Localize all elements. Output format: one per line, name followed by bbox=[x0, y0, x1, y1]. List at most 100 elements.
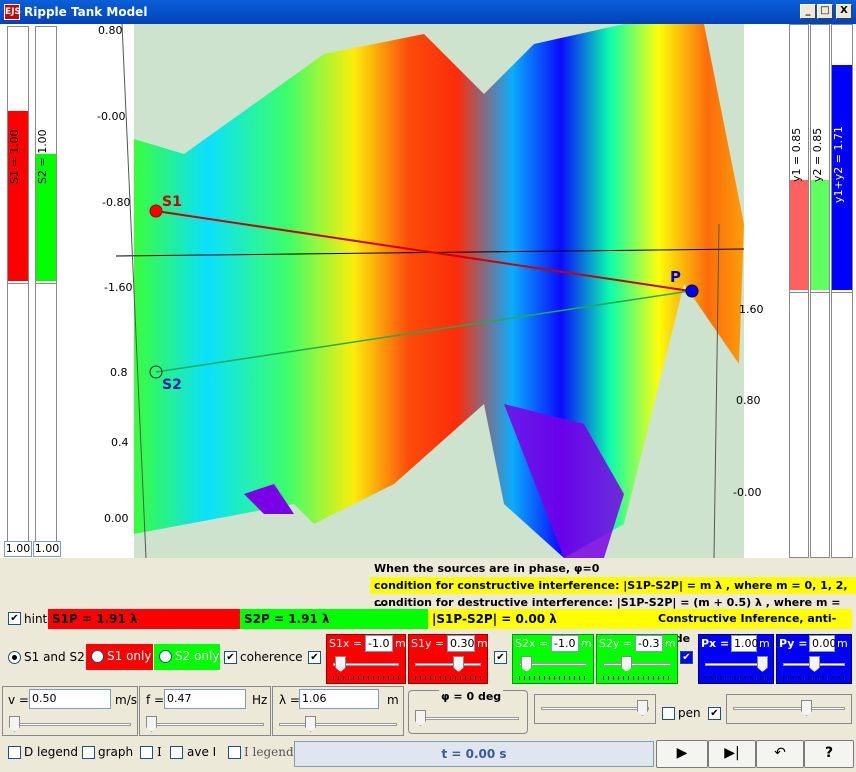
p-enable-checkbox[interactable]: ✔ bbox=[680, 651, 693, 664]
axis-tick: 0.80 bbox=[736, 394, 761, 407]
pen-checkbox[interactable] bbox=[662, 707, 675, 720]
s2y-slider[interactable] bbox=[599, 655, 675, 681]
lambda-control: λ = 1.06 m bbox=[272, 686, 404, 736]
s1y-unit: m bbox=[477, 637, 488, 650]
y2-bar-label: y2 = 0.85 bbox=[811, 127, 824, 183]
s1-marker-label: S1 bbox=[162, 194, 182, 210]
s1x-label: S1x = bbox=[329, 637, 363, 650]
s2p-display: S2P = 1.91 λ bbox=[240, 609, 428, 629]
v-control: v = 0.50 m/s bbox=[2, 686, 138, 736]
coherence-label: coherence bbox=[240, 650, 303, 664]
axis-tick: 0.00 bbox=[104, 512, 129, 525]
s1x-slider[interactable] bbox=[329, 655, 403, 681]
px-control: Px = 1.00 m bbox=[698, 634, 774, 684]
y1-bar-label: y1 = 0.85 bbox=[790, 127, 803, 183]
extra-slider-2 bbox=[726, 694, 852, 724]
s1-value: 1.00 bbox=[4, 541, 32, 557]
s1-only-option[interactable]: S1 only bbox=[86, 644, 153, 670]
s1x-input[interactable]: -1.0 bbox=[365, 635, 393, 652]
extra-slider-left[interactable] bbox=[537, 699, 653, 717]
reset-button[interactable]: ↶ bbox=[756, 740, 804, 768]
phase-slider[interactable] bbox=[413, 709, 523, 727]
step-button[interactable]: ▶| bbox=[708, 740, 756, 768]
ave-i-checkbox[interactable] bbox=[170, 746, 183, 759]
s2x-slider[interactable] bbox=[515, 655, 591, 681]
s1-only-radio[interactable] bbox=[91, 650, 104, 663]
f-input[interactable]: 0.47 bbox=[164, 689, 246, 709]
i-label: I bbox=[157, 745, 162, 759]
s2-only-option[interactable]: S2 only bbox=[154, 644, 220, 670]
v-input[interactable]: 0.50 bbox=[29, 689, 111, 709]
px-slider[interactable] bbox=[701, 655, 771, 681]
s1-bar-label: S1 = 1.00 bbox=[8, 129, 21, 185]
s2-enable-checkbox[interactable]: ✔ bbox=[494, 651, 507, 664]
phase-info: When the sources are in phase, φ=0 bbox=[374, 562, 600, 575]
play-button[interactable]: ▶ bbox=[656, 740, 708, 768]
s2y-unit: m bbox=[665, 637, 676, 650]
s2p-line bbox=[155, 290, 691, 373]
hint-checkbox[interactable]: ✔ bbox=[8, 612, 21, 625]
s2x-input[interactable]: -1.0 bbox=[551, 635, 579, 652]
px-label: Px = bbox=[701, 637, 730, 650]
coherence-checkbox[interactable]: ✔ bbox=[224, 651, 237, 664]
i-checkbox[interactable] bbox=[140, 746, 153, 759]
pen-label: pen bbox=[678, 706, 701, 720]
py-input[interactable]: 0.00 bbox=[809, 635, 837, 652]
s1-and-s2-radio[interactable] bbox=[8, 651, 21, 664]
extra-slider-right[interactable] bbox=[729, 699, 849, 717]
s1x-unit: m bbox=[395, 637, 406, 650]
maximize-button[interactable]: □ bbox=[817, 4, 833, 19]
f-slider[interactable] bbox=[142, 715, 268, 733]
s1y-slider[interactable] bbox=[411, 655, 485, 681]
axis-tick: -1.60 bbox=[104, 281, 133, 294]
s1-point[interactable] bbox=[149, 204, 163, 218]
close-button[interactable]: X bbox=[836, 4, 852, 19]
f-unit: Hz bbox=[252, 693, 268, 707]
s1p-line bbox=[155, 210, 691, 292]
lambda-slider[interactable] bbox=[275, 715, 401, 733]
s2y-input[interactable]: -0.3 bbox=[635, 635, 663, 652]
axis-tick: -0.80 bbox=[102, 196, 131, 209]
phase-control: φ = 0 deg bbox=[408, 690, 528, 734]
lambda-input[interactable]: 1.06 bbox=[299, 689, 379, 709]
s2-point[interactable] bbox=[149, 365, 163, 379]
minimize-button[interactable]: _ bbox=[800, 4, 816, 19]
s1-enable-checkbox[interactable]: ✔ bbox=[308, 651, 321, 664]
v-unit: m/s bbox=[115, 693, 137, 707]
axis-tick: 0.4 bbox=[111, 436, 129, 449]
v-slider[interactable] bbox=[5, 715, 135, 733]
interference-result: Constructive Inference, anti-Node bbox=[654, 609, 852, 645]
visualization-panel: S1 = 1.00 S2 = 1.00 1.00 1.00 bbox=[0, 24, 856, 558]
s1x-control: S1x = -1.0 m bbox=[326, 634, 406, 684]
d-legend-checkbox[interactable] bbox=[8, 746, 21, 759]
s1y-input[interactable]: 0.30 bbox=[447, 635, 475, 652]
sum-bar: y1+y2 = 1.71 bbox=[831, 24, 853, 558]
extra-checkbox[interactable]: ✔ bbox=[708, 707, 721, 720]
axis-tick: -0.00 bbox=[97, 110, 126, 123]
difference-display: |S1P-S2P| = 0.00 λ bbox=[428, 609, 654, 629]
py-control: Py = 0.00 m bbox=[776, 634, 852, 684]
help-button[interactable]: ? bbox=[804, 740, 854, 768]
info-panel: When the sources are in phase, φ=0 condi… bbox=[370, 560, 856, 626]
ripple-surface-plot[interactable]: S1 S2 P bbox=[64, 24, 788, 558]
s2x-label: S2x = bbox=[515, 637, 549, 650]
s1-bar: S1 = 1.00 bbox=[7, 26, 29, 556]
s2x-unit: m bbox=[581, 637, 592, 650]
y1-bar: y1 = 0.85 bbox=[789, 24, 809, 558]
i-legend-checkbox[interactable] bbox=[228, 746, 241, 759]
s2x-control: S2x = -1.0 m bbox=[512, 634, 594, 684]
graph-label: graph bbox=[98, 745, 134, 759]
hint-label: hint bbox=[24, 612, 48, 626]
y2-bar: y2 = 0.85 bbox=[810, 24, 830, 558]
s2-only-radio[interactable] bbox=[159, 650, 172, 663]
px-input[interactable]: 1.00 bbox=[731, 635, 759, 652]
graph-checkbox[interactable] bbox=[82, 746, 95, 759]
d-legend-label: D legend bbox=[24, 745, 78, 759]
py-slider[interactable] bbox=[779, 655, 849, 681]
s2-only-label: S2 only bbox=[175, 649, 220, 663]
phase-label: φ = 0 deg bbox=[439, 690, 504, 703]
hint-row: ✔ hint S1P = 1.91 λ S2P = 1.91 λ |S1P-S2… bbox=[6, 609, 856, 645]
window-title: Ripple Tank Model bbox=[24, 5, 148, 19]
axis-tick: 1.60 bbox=[739, 303, 764, 316]
p-point[interactable] bbox=[685, 284, 699, 298]
